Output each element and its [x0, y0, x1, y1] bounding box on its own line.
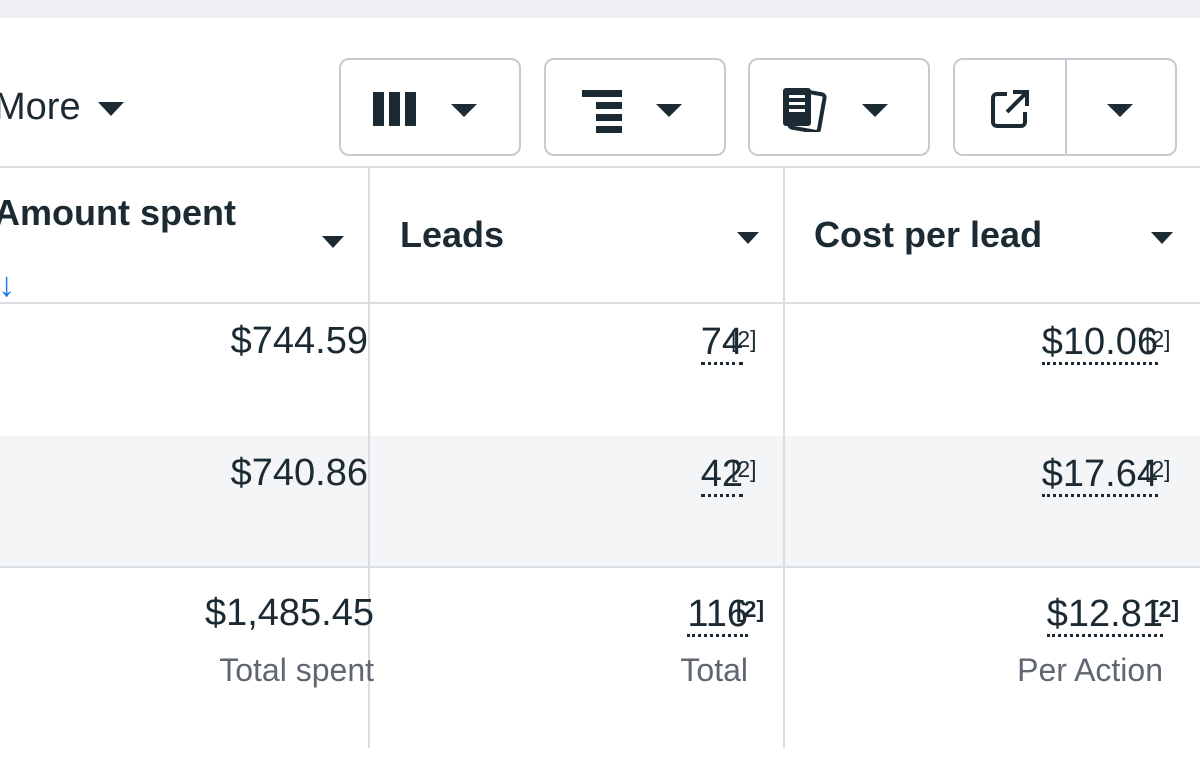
ads-manager-panel: More — [0, 18, 1200, 758]
results-table — [0, 166, 1200, 752]
export-options-dropdown[interactable] — [1067, 60, 1175, 154]
total-cost-per-lead-label: Per Action — [1017, 652, 1163, 688]
breakdown-button[interactable] — [544, 58, 726, 156]
columns-button[interactable] — [339, 58, 521, 156]
export-button-group — [953, 58, 1177, 156]
footnote-marker: [2] — [1145, 326, 1171, 352]
total-cost-per-lead[interactable]: $12.81 — [1046, 593, 1163, 637]
more-label: More — [0, 86, 81, 128]
column-header-label: Cost per lead — [814, 214, 1043, 255]
footnote-marker: [2] — [731, 456, 757, 482]
footnote-marker: [2] — [736, 596, 765, 622]
chevron-down-icon — [98, 102, 124, 116]
leads-value[interactable]: 42 — [700, 453, 743, 497]
total-leads[interactable]: 116 — [687, 593, 748, 637]
export-button[interactable] — [955, 60, 1065, 154]
chevron-down-icon — [737, 232, 759, 244]
sort-descending-icon: ↓ — [0, 266, 15, 304]
chevron-down-icon — [451, 104, 477, 117]
column-header-label: Leads — [400, 214, 505, 255]
chevron-down-icon — [862, 104, 888, 117]
button-divider — [1065, 60, 1067, 154]
footnote-marker: [2] — [731, 326, 757, 352]
column-header-label: Amount spent — [0, 192, 236, 233]
cost-per-lead-value[interactable]: $10.06 — [1041, 321, 1158, 365]
chevron-down-icon — [322, 236, 344, 248]
chevron-down-icon — [1151, 232, 1173, 244]
leads-value[interactable]: 74 — [700, 321, 743, 365]
chevron-down-icon — [656, 104, 682, 117]
total-leads-label: Total — [680, 652, 748, 688]
footnote-marker: [2] — [1145, 456, 1171, 482]
amount-spent-value: $740.86 — [230, 452, 368, 494]
column-divider — [783, 168, 785, 748]
export-icon — [991, 90, 1029, 128]
chevron-down-icon — [1107, 104, 1133, 117]
divider — [0, 302, 1200, 304]
total-amount-spent: $1,485.45 — [204, 592, 374, 634]
total-amount-spent-label: Total spent — [219, 652, 374, 688]
column-divider — [368, 168, 370, 748]
divider — [0, 566, 1200, 568]
cost-per-lead-value[interactable]: $17.64 — [1041, 453, 1158, 497]
amount-spent-value: $744.59 — [230, 320, 368, 362]
footnote-marker: [2] — [1151, 596, 1180, 622]
reports-button[interactable] — [748, 58, 930, 156]
table-row-background — [0, 436, 1200, 566]
